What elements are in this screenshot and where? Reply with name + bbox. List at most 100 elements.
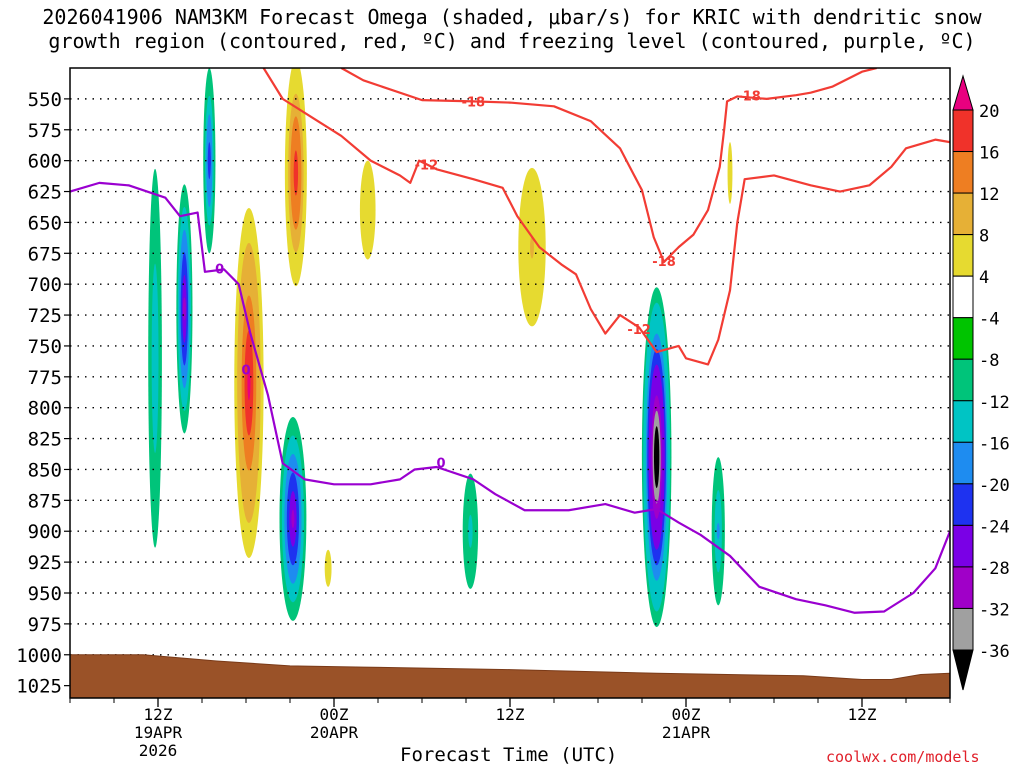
y-tick-label: 950 <box>28 583 62 605</box>
colorbar-segment <box>952 441 974 485</box>
y-tick-label: 675 <box>28 243 62 265</box>
terrain-fill <box>70 654 950 698</box>
dgz-label: -18 <box>652 255 676 270</box>
colorbar-label: 12 <box>979 185 999 205</box>
omega-cell-upper-positive-column <box>284 68 307 287</box>
dgz-contour--12-1 <box>262 68 950 366</box>
colorbar-segment <box>952 109 974 153</box>
y-tick-label: 725 <box>28 305 62 327</box>
chart-title-line-1: 2026041906 NAM3KM Forecast Omega (shaded… <box>42 5 982 29</box>
colorbar-label: -20 <box>979 476 1010 496</box>
x-tick-label: 00Z <box>320 705 349 724</box>
omega-cell-mid-negative-cell <box>279 416 307 621</box>
omega-cell-early-negative-core <box>176 184 193 434</box>
colorbar-label: -4 <box>979 310 999 330</box>
terrain-surface <box>70 654 950 698</box>
omega-cell-low-positive-tail <box>324 549 332 587</box>
y-tick-label: 600 <box>28 151 62 173</box>
omega-shade-early-negative-core <box>182 297 186 321</box>
x-tick-label: 00Z <box>672 705 701 724</box>
y-tick-label: 850 <box>28 459 62 481</box>
colorbar-segment <box>952 275 974 319</box>
y-tick-label: 650 <box>28 212 62 234</box>
dgz-contour--18-0 <box>340 68 877 264</box>
colorbar-label: -28 <box>979 559 1010 579</box>
y-tick-label: 750 <box>28 336 62 358</box>
omega-shade-positive-tower-day2 <box>365 197 370 223</box>
colorbar-segment <box>952 566 974 609</box>
freezing-level-label: 0 <box>241 364 250 379</box>
colorbar-segment <box>952 234 974 277</box>
omega-shade-main-positive-column <box>247 365 251 401</box>
dgz-label: -18 <box>737 89 761 104</box>
omega-cell-afternoon-positive <box>518 167 546 327</box>
colorbar-segment <box>952 358 974 402</box>
colorbar-label: -32 <box>979 600 1010 620</box>
x-tick-label: 19APR <box>134 723 183 742</box>
omega-shading <box>148 68 733 627</box>
colorbar-label: -16 <box>979 434 1010 454</box>
omega-shade-low-positive-tail <box>326 563 330 573</box>
omega-shade-afternoon-positive <box>530 235 534 259</box>
omega-shade-trailing-negative <box>716 523 720 540</box>
y-tick-label: 625 <box>28 182 62 204</box>
omega-cell-trailing-negative <box>711 457 725 606</box>
colorbar-label: -12 <box>979 393 1010 413</box>
y-tick-label: 1000 <box>16 645 62 667</box>
y-tick-label: 775 <box>28 367 62 389</box>
x-tick-label: 21APR <box>662 723 711 742</box>
colorbar: 20 16 12 8 4 -4 -8 -12 -16 -20 -24 -28 -32 -36 <box>952 74 1010 691</box>
omega-cell-positive-tower-day2 <box>359 160 376 260</box>
colorbar-segment <box>952 524 974 568</box>
colorbar-segment <box>952 151 974 194</box>
y-tick-label: 700 <box>28 274 62 296</box>
dgz-label: -18 <box>462 96 486 111</box>
dgz-label: -12 <box>415 159 439 174</box>
x-tick-label: 12Z <box>144 705 173 724</box>
colorbar-label: -24 <box>979 517 1010 537</box>
omega-shade-early-negative-tower <box>207 151 211 170</box>
y-tick-label: 925 <box>28 552 62 574</box>
colorbar-label: 4 <box>979 268 989 288</box>
y-tick-label: 1025 <box>16 676 62 698</box>
y-tick-label: 875 <box>28 490 62 512</box>
colorbar-segment <box>952 483 974 526</box>
omega-cell-main-positive-column <box>234 208 264 558</box>
omega-shade-early-negative-band <box>153 334 157 382</box>
omega-shade-upper-positive-column <box>294 161 298 185</box>
chart-title-line-2: growth region (contoured, red, ºC) and f… <box>48 29 976 53</box>
omega-cell-trailing-positive <box>727 142 733 204</box>
colorbar-label: -36 <box>979 642 1010 662</box>
y-tick-label: 900 <box>28 521 62 543</box>
omega-shade-afternoon-negative <box>468 523 472 540</box>
omega-cell-afternoon-negative <box>462 473 479 589</box>
colorbar-segment <box>952 192 974 236</box>
omega-cell-deep-negative-core <box>641 287 672 627</box>
x-tick-label: 12Z <box>848 705 877 724</box>
site-credit: coolwx.com/models <box>826 748 980 766</box>
colorbar-label: 8 <box>979 227 989 247</box>
y-tick-label: 575 <box>28 120 62 142</box>
omega-shade-mid-negative-cell <box>291 509 295 529</box>
y-axis: 550 575 600 625 650 675 700 725 750 775 800 825 850 8… <box>16 89 70 698</box>
colorbar-bottom-arrow <box>952 649 974 691</box>
x-tick-label: 20APR <box>310 723 359 742</box>
y-tick-label: 550 <box>28 89 62 111</box>
colorbar-label: 20 <box>979 102 999 122</box>
colorbar-segment <box>952 317 974 360</box>
colorbar-segment <box>952 607 974 651</box>
freezing-level-label: 0 <box>652 500 661 515</box>
freezing-level-label: 0 <box>215 262 224 277</box>
colorbar-top-arrow <box>952 74 974 111</box>
colorbar-label: 16 <box>979 144 999 164</box>
freezing-level-contour <box>70 181 950 614</box>
x-axis-label: Forecast Time (UTC) <box>400 744 618 766</box>
colorbar-segment <box>952 400 974 443</box>
colorbar-label: -8 <box>979 351 999 371</box>
dgz-label: -12 <box>627 323 651 338</box>
x-tick-label: 2026 <box>139 741 178 760</box>
freezing-level-label: 0 <box>437 456 446 471</box>
y-tick-label: 800 <box>28 398 62 420</box>
x-tick-label: 12Z <box>496 705 525 724</box>
